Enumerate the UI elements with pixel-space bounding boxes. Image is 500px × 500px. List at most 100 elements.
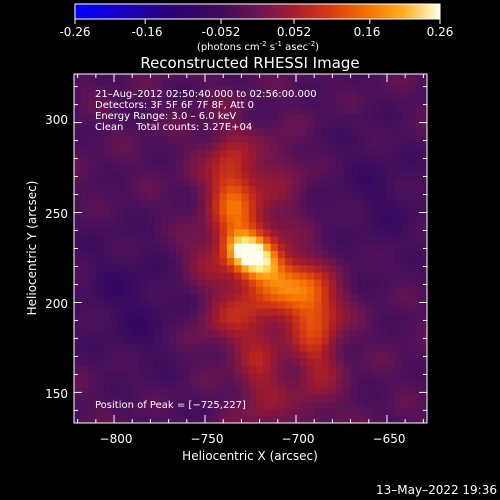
heatmap-cell bbox=[306, 135, 315, 143]
heatmap-cell bbox=[248, 235, 257, 244]
heatmap-cell bbox=[168, 113, 177, 122]
heatmap-cell bbox=[285, 171, 293, 179]
heatmap-cell bbox=[74, 135, 82, 143]
heatmap-cell bbox=[386, 192, 395, 201]
heatmap-cell bbox=[292, 113, 301, 122]
heatmap-cell bbox=[117, 171, 126, 179]
heatmap-cell bbox=[226, 113, 235, 122]
heatmap-cell bbox=[328, 91, 337, 100]
heatmap-cells bbox=[74, 74, 427, 423]
heatmap-cell bbox=[234, 149, 242, 158]
heatmap-cell bbox=[117, 185, 126, 194]
heatmap-cell bbox=[357, 379, 366, 388]
heatmap-cell bbox=[146, 84, 155, 93]
heatmap-cell bbox=[292, 243, 301, 251]
heatmap-cell bbox=[394, 315, 403, 323]
heatmap-cell bbox=[292, 408, 301, 417]
heatmap-cell bbox=[88, 343, 97, 352]
heatmap-cell bbox=[168, 329, 177, 338]
heatmap-cell bbox=[314, 156, 323, 165]
heatmap-cell bbox=[205, 228, 213, 237]
heatmap-cell bbox=[168, 279, 177, 287]
heatmap-cell bbox=[277, 113, 286, 122]
heatmap-cell bbox=[197, 127, 206, 136]
heatmap-cell bbox=[365, 250, 374, 259]
heatmap-cell bbox=[81, 142, 90, 151]
heatmap-cell bbox=[423, 135, 427, 143]
heatmap-cell bbox=[372, 171, 381, 179]
heatmap-cell bbox=[350, 228, 359, 237]
heatmap-cell bbox=[212, 379, 221, 388]
heatmap-cell bbox=[350, 300, 359, 309]
heatmap-cell bbox=[175, 415, 184, 423]
heatmap-cell bbox=[423, 199, 427, 208]
heatmap-cell bbox=[306, 264, 315, 273]
heatmap-cell bbox=[372, 235, 381, 244]
heatmap-cell bbox=[306, 351, 315, 359]
heatmap-cell bbox=[408, 307, 417, 316]
heatmap-cell bbox=[248, 84, 257, 93]
heatmap-cell bbox=[336, 279, 344, 287]
heatmap-cell bbox=[74, 286, 82, 295]
heatmap-cell bbox=[299, 84, 308, 93]
heatmap-cell bbox=[212, 156, 221, 165]
heatmap-cell bbox=[132, 156, 141, 165]
heatmap-cell bbox=[190, 113, 199, 122]
heatmap-cell bbox=[74, 336, 82, 345]
heatmap-cell bbox=[299, 199, 308, 208]
heatmap-cell bbox=[132, 329, 141, 338]
heatmap-cell bbox=[241, 415, 250, 423]
heatmap-cell bbox=[110, 358, 119, 367]
heatmap-cell bbox=[416, 387, 424, 395]
heatmap-cell bbox=[285, 192, 293, 201]
heatmap-cell bbox=[139, 343, 148, 352]
heatmap-cell bbox=[372, 163, 381, 172]
heatmap-cell bbox=[161, 408, 170, 417]
heatmap-cell bbox=[117, 372, 126, 381]
heatmap-cell bbox=[197, 394, 206, 403]
heatmap-cell bbox=[234, 351, 242, 359]
heatmap-cell bbox=[226, 271, 235, 280]
heatmap-cell bbox=[408, 387, 417, 395]
heatmap-cell bbox=[124, 329, 133, 338]
heatmap-cell bbox=[234, 343, 242, 352]
heatmap-cell bbox=[416, 250, 424, 259]
heatmap-cell bbox=[205, 307, 213, 316]
heatmap-cell bbox=[285, 408, 293, 417]
heatmap-cell bbox=[401, 221, 410, 230]
heatmap-cell bbox=[306, 401, 315, 410]
heatmap-cell bbox=[416, 135, 424, 143]
heatmap-cell bbox=[350, 401, 359, 410]
heatmap-cell bbox=[117, 214, 126, 223]
heatmap-cell bbox=[226, 257, 235, 266]
heatmap-cell bbox=[226, 329, 235, 338]
heatmap-cell bbox=[74, 307, 82, 316]
heatmap-cell bbox=[255, 228, 264, 237]
heatmap-cell bbox=[379, 207, 388, 215]
heatmap-cell bbox=[343, 315, 352, 323]
annotation-energy-range: Energy Range: 3.0 – 6.0 keV bbox=[95, 111, 236, 122]
heatmap-cell bbox=[386, 135, 395, 143]
heatmap-cell bbox=[241, 171, 250, 179]
heatmap-cell bbox=[386, 358, 395, 367]
heatmap-cell bbox=[372, 307, 381, 316]
heatmap-cell bbox=[248, 387, 257, 395]
heatmap-cell bbox=[394, 127, 403, 136]
heatmap-cell bbox=[234, 113, 242, 122]
heatmap-cell bbox=[365, 199, 374, 208]
heatmap-cell bbox=[95, 322, 104, 331]
heatmap-cell bbox=[386, 329, 395, 338]
heatmap-cell bbox=[190, 365, 199, 374]
heatmap-cell bbox=[124, 257, 133, 266]
heatmap-cell bbox=[263, 372, 272, 381]
heatmap-cell bbox=[336, 228, 344, 237]
heatmap-cell bbox=[132, 271, 141, 280]
heatmap-cell bbox=[306, 365, 315, 374]
heatmap-cell bbox=[394, 156, 403, 165]
heatmap-cell bbox=[154, 207, 162, 215]
heatmap-cell bbox=[154, 84, 162, 93]
heatmap-cell bbox=[234, 243, 242, 251]
heatmap-cell bbox=[394, 264, 403, 273]
heatmap-cell bbox=[117, 84, 126, 93]
heatmap-cell bbox=[386, 221, 395, 230]
